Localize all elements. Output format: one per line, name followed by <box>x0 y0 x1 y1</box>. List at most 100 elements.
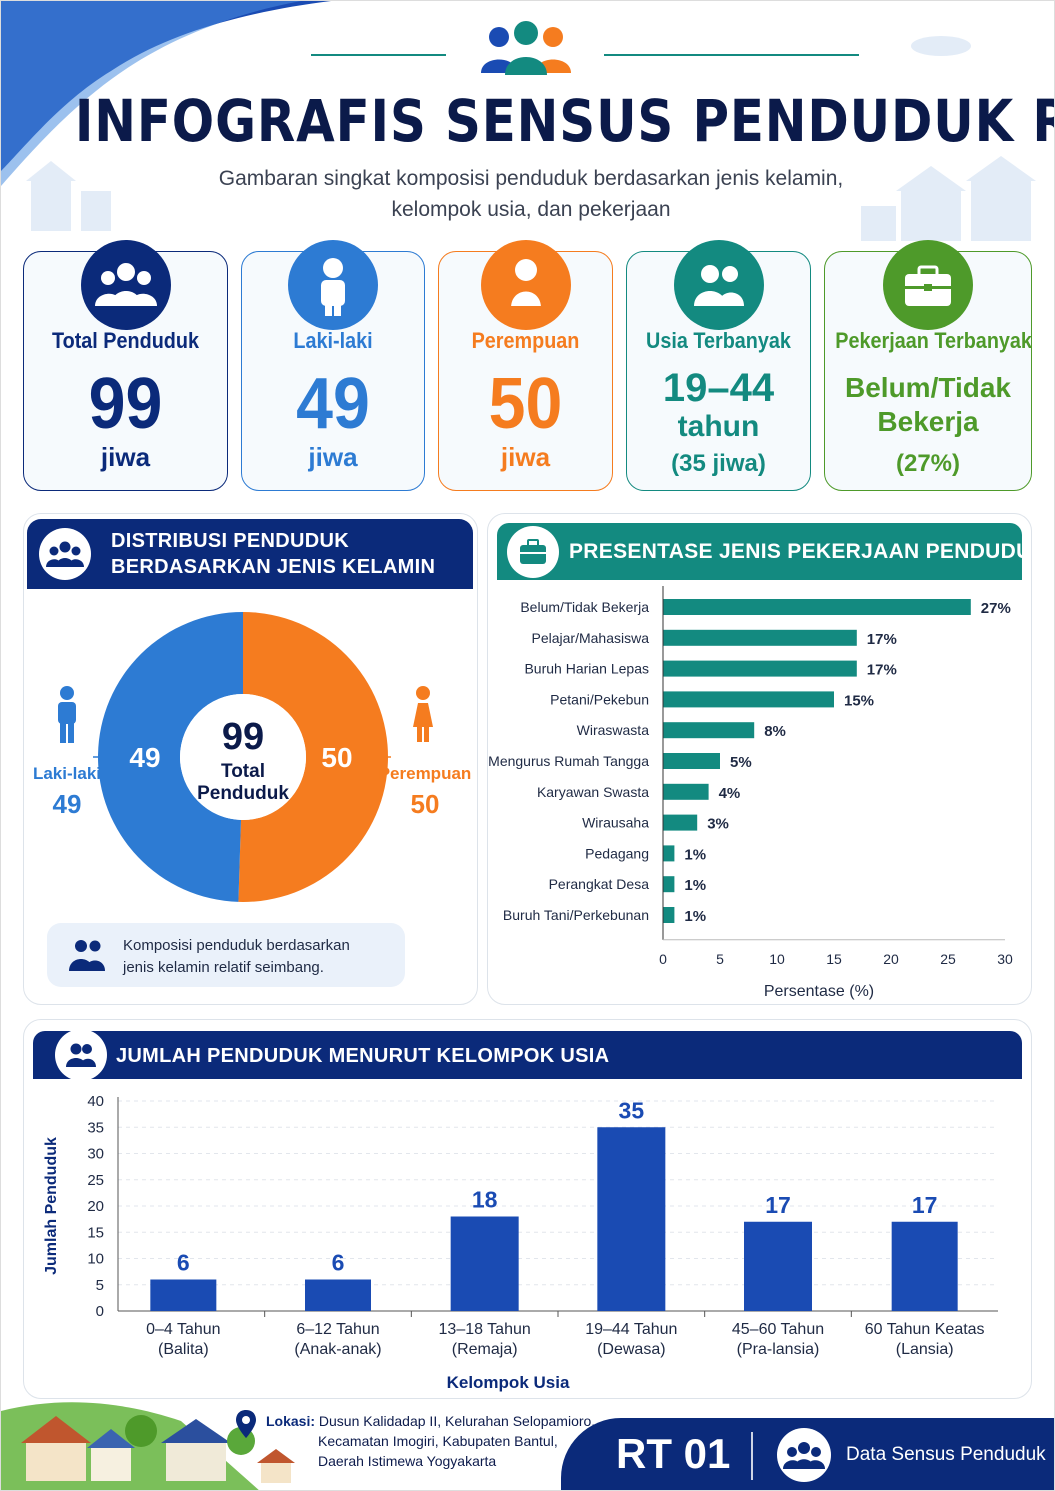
male-side-value: 49 <box>53 789 82 819</box>
job-header-text: PRESENTASE JENIS PEKERJAAN PENDUDUK <box>569 540 1048 563</box>
people-pair-icon <box>69 940 105 971</box>
card-job-line1: Belum/Tidak <box>845 372 1011 403</box>
age-bar <box>597 1127 666 1311</box>
job-category-label: Pelajar/Mahasiswa <box>532 630 650 646</box>
age-bar <box>744 1221 812 1311</box>
people-group-icon <box>80 240 171 330</box>
job-bar <box>663 599 971 615</box>
male-person-icon <box>58 686 76 743</box>
age-value-label: 35 <box>619 1097 645 1123</box>
card-age-sub: (35 jiwa) <box>671 450 766 477</box>
donut-center-value: 99 <box>222 716 264 758</box>
job-bar <box>663 660 857 677</box>
card-total-penduduk: Total Penduduk 99 jiwa <box>23 240 228 491</box>
male-person-icon <box>288 240 378 330</box>
job-percentage-panel <box>487 513 1032 1005</box>
card-male-value: 49 <box>296 364 370 444</box>
age-category-sublabel: (Anak-anak) <box>294 1341 381 1358</box>
page-title: INFOGRAFIS SENSUS PENDUDUK RT 01 <box>74 87 1054 155</box>
age-category-label: 60 Tahun Keatas <box>865 1321 985 1338</box>
age-bar <box>150 1279 217 1311</box>
job-x-tick: 25 <box>940 951 956 967</box>
job-value-label: 3% <box>707 816 729 833</box>
age-value-label: 18 <box>472 1187 498 1213</box>
header-rule-lines <box>311 54 859 56</box>
job-bar <box>663 845 675 862</box>
job-category-label: Buruh Tani/Perkebunan <box>503 907 649 923</box>
job-category-label: Buruh Harian Lepas <box>524 661 649 677</box>
location-line1: Dusun Kalidadap II, Kelurahan Selopamior… <box>318 1413 596 1429</box>
page-subtitle: Gambaran singkat komposisi penduduk berd… <box>181 163 881 225</box>
card-pekerjaan-terbanyak: Pekerjaan Terbanyak Belum/Tidak Bekerja … <box>824 240 1032 491</box>
age-value-label: 6 <box>332 1250 345 1276</box>
card-usia-terbanyak: Usia Terbanyak 19–44 tahun (35 jiwa) <box>626 240 811 491</box>
age-y-tick: 0 <box>96 1303 104 1320</box>
briefcase-icon <box>507 526 559 578</box>
job-x-tick: 15 <box>826 951 842 967</box>
job-bar <box>663 691 834 708</box>
age-category-label: 0–4 Tahun <box>146 1321 220 1338</box>
subtitle-line-2: kelompok usia, dan pekerjaan <box>391 198 671 221</box>
job-value-label: 8% <box>764 723 786 740</box>
people-group-icon <box>39 528 91 580</box>
job-bar-chart: Belum/Tidak Bekerja 27% Pelajar/Mahasiswa 1… <box>488 586 1013 1000</box>
job-value-label: 15% <box>844 692 874 709</box>
location-label: Lokasi: <box>266 1413 316 1429</box>
gender-note: Komposisi penduduk berdasarkan jenis kel… <box>47 923 405 987</box>
age-bar <box>305 1279 371 1311</box>
footer-rt: RT 01 <box>616 1430 731 1477</box>
age-y-tick: 35 <box>87 1119 104 1136</box>
job-x-tick: 30 <box>997 951 1013 967</box>
job-category-label: Karyawan Swasta <box>537 784 649 800</box>
job-bar <box>663 876 675 893</box>
job-value-label: 1% <box>684 846 706 863</box>
female-side-label: Perempuan <box>379 764 472 783</box>
job-x-tick: 0 <box>659 951 667 967</box>
age-category-sublabel: (Pra-lansia) <box>737 1341 820 1358</box>
job-value-label: 27% <box>981 600 1011 617</box>
job-value-label: 1% <box>684 908 706 925</box>
job-category-label: Wirausaha <box>582 815 649 831</box>
age-y-tick: 25 <box>87 1172 104 1189</box>
card-total-unit: jiwa <box>100 442 151 472</box>
age-x-axis-title: Kelompok Usia <box>447 1373 570 1392</box>
donut-center-label-2: Penduduk <box>197 783 289 804</box>
age-category-sublabel: (Remaja) <box>452 1341 518 1358</box>
card-age-label: Usia Terbanyak <box>646 328 791 353</box>
job-x-tick: 10 <box>769 951 785 967</box>
card-male-label: Laki-laki <box>293 328 373 353</box>
footer-bar: RT 01 Data Sensus Penduduk <box>561 1418 1054 1490</box>
gender-panel-header: DISTRIBUSI PENDUDUK BERDASARKAN JENIS KE… <box>27 519 473 589</box>
briefcase-icon <box>883 240 973 330</box>
age-y-axis-title: Jumlah Penduduk <box>43 1137 60 1275</box>
job-value-label: 4% <box>719 785 741 802</box>
card-job-line2: Bekerja <box>877 406 979 437</box>
age-value-label: 6 <box>177 1250 190 1276</box>
footer-source: Data Sensus Penduduk <box>846 1444 1046 1465</box>
age-header-text: JUMLAH PENDUDUK MENURUT KELOMPOK USIA <box>116 1045 610 1067</box>
job-value-label: 17% <box>867 631 897 648</box>
age-category-sublabel: (Balita) <box>158 1341 209 1358</box>
job-category-label: Belum/Tidak Bekerja <box>520 599 649 615</box>
age-panel-header: JUMLAH PENDUDUK MENURUT KELOMPOK USIA <box>33 1029 1022 1081</box>
card-laki-laki: Laki-laki 49 jiwa <box>241 240 425 491</box>
female-person-icon <box>413 686 433 742</box>
age-bar <box>891 1221 958 1311</box>
card-job-label: Pekerjaan Terbanyak <box>835 328 1032 353</box>
donut-hole <box>180 694 306 820</box>
donut-label-male: 49 <box>129 742 160 773</box>
donut-slice-laki-laki <box>97 612 243 902</box>
age-category-label: 45–60 Tahun <box>732 1321 824 1338</box>
job-bar <box>663 753 720 769</box>
job-panel-header: PRESENTASE JENIS PEKERJAAN PENDUDUK <box>497 523 1047 580</box>
header-people-icon <box>481 21 571 75</box>
card-female-label: Perempuan <box>471 328 580 353</box>
age-bar <box>450 1216 519 1311</box>
card-total-value: 99 <box>88 364 163 444</box>
subtitle-line-1: Gambaran singkat komposisi penduduk berd… <box>218 167 844 190</box>
gender-header-line1: DISTRIBUSI PENDUDUK <box>111 530 349 552</box>
age-category-label: 6–12 Tahun <box>296 1321 379 1338</box>
location-pin-icon <box>236 1410 256 1438</box>
age-value-label: 17 <box>912 1192 938 1218</box>
age-y-tick: 5 <box>96 1277 104 1294</box>
